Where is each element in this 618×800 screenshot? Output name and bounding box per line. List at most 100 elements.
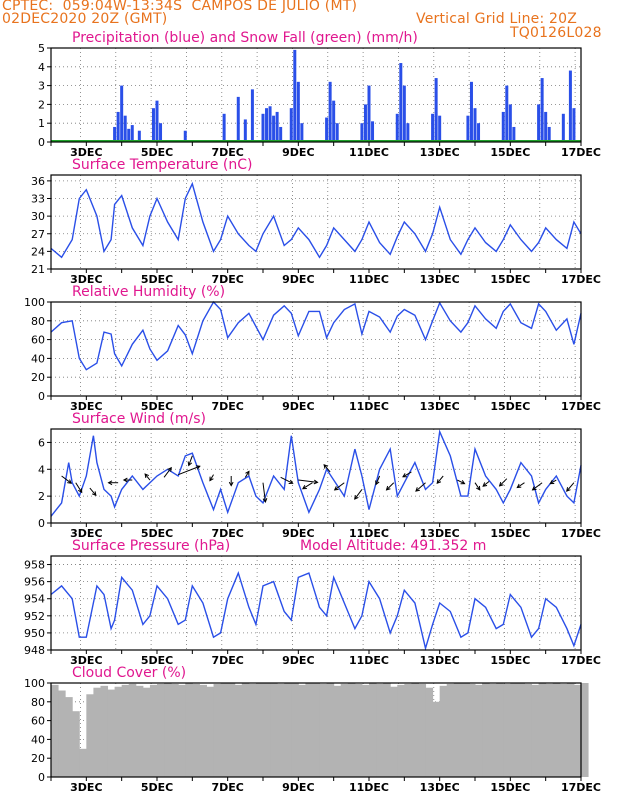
temp-frame xyxy=(50,174,582,270)
precip-bar xyxy=(328,81,332,142)
cloud-bar xyxy=(298,684,306,777)
precip-ytick-label: 3 xyxy=(38,80,45,93)
wind-arrow xyxy=(178,465,200,476)
temp-panel xyxy=(47,174,582,273)
precip-ytick-label: 5 xyxy=(38,42,45,55)
wind-xtick-label: 5DEC xyxy=(141,527,173,540)
cloud-bar xyxy=(79,748,87,777)
wind-arrow-head xyxy=(301,484,307,490)
cloud-bar xyxy=(489,683,497,777)
cloud-bar xyxy=(581,683,589,777)
wind-arrow-head xyxy=(78,488,83,494)
wind-xtick-label: 15DEC xyxy=(490,527,530,540)
wind-arrow xyxy=(244,471,250,478)
cloud-bar xyxy=(185,683,193,777)
wind-arrow xyxy=(144,473,151,481)
temp-xtick-label: 11DEC xyxy=(349,273,389,286)
wind-arrow xyxy=(436,475,444,484)
cloud-bar xyxy=(333,685,342,777)
pressure-ytick-label: 950 xyxy=(24,627,45,640)
wind-arrow xyxy=(163,467,172,478)
cloud-bar xyxy=(65,697,73,777)
precip-bar xyxy=(469,81,473,142)
temp-xtick-label: 9DEC xyxy=(282,273,314,286)
wind-arrow-head xyxy=(91,491,97,497)
cloud-bar xyxy=(241,683,250,777)
rh-xtick-label: 11DEC xyxy=(349,400,389,413)
wind-arrow-head xyxy=(323,463,329,469)
precip-bar xyxy=(363,104,367,142)
chart-header: CPTEC: 059:04W-13:34S CAMPOS DE JULIO (M… xyxy=(0,0,618,48)
wind-arrow xyxy=(532,482,543,491)
wind-arrow xyxy=(457,479,465,485)
precip-bar xyxy=(300,123,304,142)
cloud-bar xyxy=(326,683,335,777)
wind-arrow-head xyxy=(333,486,339,491)
precip-bar xyxy=(272,115,276,142)
cloud-bar xyxy=(545,683,554,777)
precip-bar xyxy=(406,123,410,142)
wind-arrow-head xyxy=(375,480,380,486)
precip-ytick-label: 2 xyxy=(38,98,45,111)
precip-ytick-label: 0 xyxy=(38,136,45,149)
cloud-ytick-label: 60 xyxy=(31,715,45,728)
temp-xtick-label: 7DEC xyxy=(211,273,243,286)
cloud-bar xyxy=(559,683,568,777)
precip-bar xyxy=(335,123,339,142)
precip-bar xyxy=(261,113,265,142)
cloud-bar xyxy=(411,683,419,777)
precip-bar xyxy=(279,126,283,142)
precip-bar xyxy=(399,63,403,142)
precip-bar xyxy=(360,123,364,142)
cloud-bar xyxy=(157,683,165,777)
header-init-time: 02DEC2020 20Z (GMT) xyxy=(2,11,168,27)
wind-arrow-head xyxy=(262,498,268,503)
wind-arrow-head xyxy=(245,470,250,476)
cloud-bar xyxy=(347,683,356,777)
rh-xtick-label: 5DEC xyxy=(141,400,173,413)
precip-bar xyxy=(395,113,399,142)
wind-xtick-label: 9DEC xyxy=(282,527,314,540)
cloud-bar xyxy=(460,683,469,777)
precip-bar xyxy=(572,108,576,142)
pressure-ytick-label: 956 xyxy=(24,576,45,589)
cloud-bar xyxy=(467,683,476,777)
wind-arrow-head xyxy=(566,487,571,492)
pressure-xtick-label: 13DEC xyxy=(420,654,460,667)
precip-bar xyxy=(268,106,272,142)
precip-bar xyxy=(243,119,247,142)
cloud-bar xyxy=(524,683,533,777)
cloud-bar xyxy=(397,684,405,777)
precip-bar xyxy=(325,117,329,142)
cloud-bar xyxy=(100,685,109,777)
precip-title: Precipitation (blue) and Snow Fall (gree… xyxy=(72,30,418,46)
cloud-xtick-label: 17DEC xyxy=(561,781,601,794)
wind-arrow xyxy=(75,482,83,493)
cloud-bar xyxy=(277,683,285,777)
cloud-bar xyxy=(135,685,144,777)
wind-arrow-head xyxy=(209,476,214,482)
cloud-bar xyxy=(453,683,462,777)
precip-bar xyxy=(137,130,141,142)
wind-ytick-label: 2 xyxy=(38,490,45,503)
temp-series-line xyxy=(50,181,582,259)
precip-bar xyxy=(547,126,551,142)
pressure-series-line xyxy=(50,571,582,652)
wind-arrow-head xyxy=(187,461,193,467)
wind-arrow xyxy=(415,482,426,492)
cloud-bar xyxy=(284,683,292,777)
precip-bar xyxy=(130,125,134,142)
rh-ytick-label: 100 xyxy=(24,296,45,309)
rh-xtick-label: 17DEC xyxy=(561,400,601,413)
wind-frame xyxy=(50,428,582,524)
cloud-bar xyxy=(128,683,137,777)
cloud-bar xyxy=(425,687,434,777)
pressure-xtick-label: 9DEC xyxy=(282,654,314,667)
wind-arrow xyxy=(323,464,331,473)
wind-arrow xyxy=(89,487,97,496)
cloud-bar xyxy=(234,684,243,777)
pressure-ytick-label: 954 xyxy=(24,593,45,606)
pressure-xtick-label: 15DEC xyxy=(490,654,530,667)
precip-bar xyxy=(222,113,226,142)
wind-arrow xyxy=(188,455,193,466)
